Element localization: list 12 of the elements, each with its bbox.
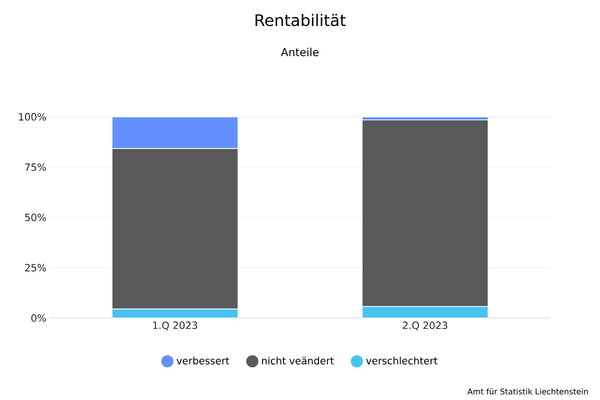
legend-label: verbessert	[176, 356, 230, 364]
chart-title: Rentabilität	[256, 14, 346, 26]
y-tick-label: 0%	[31, 314, 46, 322]
legend-label: verschlechtert	[366, 356, 438, 364]
y-tick-label: 75%	[25, 163, 46, 171]
y-tick-label: 100%	[19, 113, 46, 121]
y-tick-label: 25%	[25, 264, 46, 272]
y-tick-label: 50%	[25, 214, 46, 222]
x-tick-label: 1.Q 2023	[153, 322, 198, 330]
x-tick-label: 2.Q 2023	[402, 322, 448, 330]
legend-label: nicht veändert	[262, 356, 334, 364]
chart-subtitle: Anteile	[280, 48, 319, 56]
